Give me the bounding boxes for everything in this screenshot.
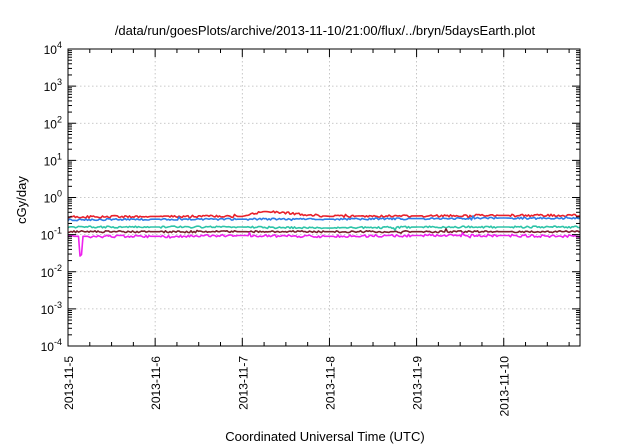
- y-tick-label: 100: [44, 189, 62, 206]
- series-line-3: [67, 225, 580, 231]
- x-tick-label: 2013-11-9: [411, 356, 425, 410]
- series-line-2: [67, 215, 580, 222]
- x-axis: 2013-11-5 2013-11-6 2013-11-7 2013-11-8 2013…: [62, 49, 570, 417]
- x-axis-label: Coordinated Universal Time (UTC): [225, 429, 424, 444]
- x-tick-label: 2013-11-5: [62, 356, 76, 410]
- chart-title: /data/run/goesPlots/archive/2013-11-10/2…: [115, 23, 536, 38]
- y-axis: 104 103 102 101 100 10-1 10-2 10-3 10-4: [41, 40, 580, 354]
- series-line-4: [67, 228, 580, 234]
- y-tick-label: 102: [44, 114, 62, 131]
- y-tick-label: 103: [44, 77, 62, 94]
- x-tick-label: 2013-11-7: [236, 356, 250, 410]
- x-tick-label: 2013-11-8: [323, 356, 337, 410]
- y-tick-label: 10-3: [41, 300, 62, 317]
- y-tick-label: 10-1: [41, 226, 62, 243]
- y-axis-label: cGy/day: [14, 176, 29, 224]
- series-line-1: [67, 210, 580, 219]
- grid: [68, 49, 580, 346]
- x-tick-label: 2013-11-10: [498, 356, 512, 417]
- y-tick-label: 10-4: [41, 337, 62, 354]
- y-tick-label: 10-2: [41, 263, 62, 280]
- series-line-5: [67, 232, 580, 257]
- x-tick-label: 2013-11-6: [149, 356, 163, 410]
- y-tick-label: 101: [44, 151, 62, 168]
- y-tick-label: 104: [44, 40, 62, 57]
- series-group: [67, 210, 580, 257]
